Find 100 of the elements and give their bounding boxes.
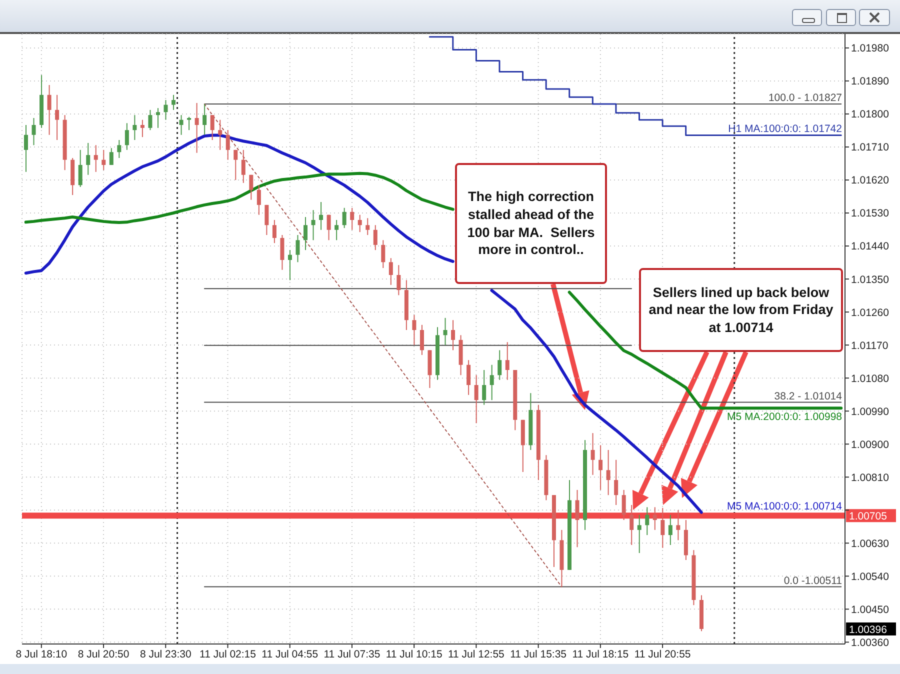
y-tick-label: 1.01980	[851, 42, 890, 55]
candlestick	[132, 114, 137, 141]
candlestick	[148, 109, 152, 131]
y-tick-label: 1.00900	[851, 438, 890, 451]
x-tick-label: 8 Jul 18:10	[16, 648, 68, 660]
candlestick	[366, 218, 370, 236]
candlestick	[466, 360, 471, 396]
candlestick	[24, 124, 28, 172]
candlestick	[652, 506, 657, 530]
candlestick	[124, 122, 129, 150]
y-tick-label: 1.01170	[851, 340, 888, 352]
candlestick	[256, 184, 261, 216]
candlestick	[202, 104, 207, 136]
candlestick	[482, 369, 486, 406]
candlestick	[451, 320, 456, 351]
series-label: M5 MA:200:0:0: 1.00998	[727, 411, 842, 424]
x-tick-label: 11 Jul 07:35	[324, 648, 380, 660]
callout: The high correction stalled ahead of the 100 bar MA. Sellers more in control..	[455, 163, 607, 284]
candlestick	[164, 100, 168, 120]
candlestick	[241, 149, 246, 184]
candlestick	[334, 219, 339, 241]
candlestick	[249, 174, 254, 200]
candlestick	[443, 317, 448, 346]
candlestick	[373, 224, 378, 251]
candlestick	[156, 108, 160, 128]
candlestick	[140, 119, 144, 138]
candlestick	[172, 94, 176, 110]
candlestick	[234, 149, 238, 180]
candlestick	[342, 207, 346, 229]
candlestick	[86, 142, 90, 176]
candlestick	[304, 216, 308, 251]
candlestick	[47, 84, 52, 136]
callout: Sellers lined up back below and near the low from Friday at 1.00714	[639, 268, 843, 352]
candlestick	[598, 444, 603, 490]
candlestick	[117, 140, 122, 158]
candlestick	[630, 504, 634, 546]
candlestick	[32, 118, 36, 146]
series-label: H1 MA:100:0:0: 1.01742	[728, 123, 842, 136]
annotation: Sellers lined up back below and near the low from Friday at 1.00714	[648, 284, 834, 336]
candlestick	[94, 144, 98, 172]
candlestick	[660, 507, 665, 548]
candlestick	[272, 219, 276, 244]
candlestick	[296, 234, 300, 263]
candlestick	[676, 510, 680, 541]
candlestick	[109, 148, 114, 166]
candlestick	[288, 250, 292, 281]
candlestick	[498, 350, 502, 380]
annotation: The high correction stalled ahead of the 100 bar MA. Sellers more in control..	[466, 188, 596, 259]
candlestick	[326, 214, 331, 241]
candlestick	[396, 264, 401, 296]
candlestick	[187, 116, 192, 131]
series-label: 100.0 - 1.01827	[768, 92, 842, 104]
series-label: 38.2 - 1.01014	[774, 390, 842, 402]
ref-line-label: 1.00705	[849, 510, 888, 523]
candlestick	[210, 114, 214, 141]
candlestick	[55, 94, 60, 141]
x-tick-label: 11 Jul 04:55	[262, 648, 318, 660]
candlestick	[474, 374, 478, 424]
x-tick-label: 11 Jul 12:55	[448, 648, 505, 660]
y-tick-label: 1.01620	[851, 174, 890, 187]
candlestick	[645, 506, 650, 536]
candlestick	[420, 324, 424, 356]
x-tick-label: 11 Jul 10:15	[386, 648, 442, 660]
y-tick-label: 1.00540	[851, 570, 890, 583]
y-tick-label: 1.01260	[851, 306, 890, 319]
candlestick	[179, 114, 184, 136]
candlestick	[606, 449, 610, 496]
x-tick-label: 11 Jul 18:15	[572, 648, 629, 660]
candlestick	[412, 314, 416, 346]
candlestick	[637, 514, 642, 554]
candlestick	[622, 489, 626, 521]
x-tick-label: 8 Jul 23:30	[140, 648, 192, 660]
y-tick-label: 1.01800	[851, 108, 890, 121]
candlestick	[668, 514, 672, 546]
candlestick	[194, 102, 199, 154]
candlestick	[575, 489, 580, 548]
candlestick	[218, 119, 222, 150]
candlestick	[102, 149, 106, 171]
text: M5 MA:100:0:0: 1.00714	[727, 500, 842, 512]
candlestick	[311, 210, 316, 241]
candlestick	[505, 342, 510, 380]
series-label: 0.0 -1.00511	[784, 574, 842, 587]
candlestick	[388, 258, 393, 286]
candlestick	[264, 204, 269, 236]
candlestick	[381, 240, 386, 269]
candlestick	[226, 130, 230, 160]
y-tick-label: 1.00810	[851, 472, 890, 484]
x-tick-label: 8 Jul 20:50	[78, 648, 130, 660]
y-tick-label: 1.01440	[851, 240, 890, 253]
y-tick-label: 1.01080	[851, 372, 890, 385]
y-tick-label: 1.00360	[851, 636, 890, 649]
x-tick-label: 11 Jul 15:35	[510, 648, 567, 660]
candlestick	[280, 234, 284, 270]
y-tick-label: 1.01350	[851, 274, 890, 286]
x-tick-label: 11 Jul 02:15	[200, 648, 256, 660]
candlestick	[614, 459, 618, 506]
y-tick-label: 1.00630	[851, 538, 890, 550]
y-tick-label: 1.00990	[851, 406, 890, 418]
y-tick-label: 1.00450	[851, 604, 890, 616]
text: 1.00396	[849, 624, 888, 636]
